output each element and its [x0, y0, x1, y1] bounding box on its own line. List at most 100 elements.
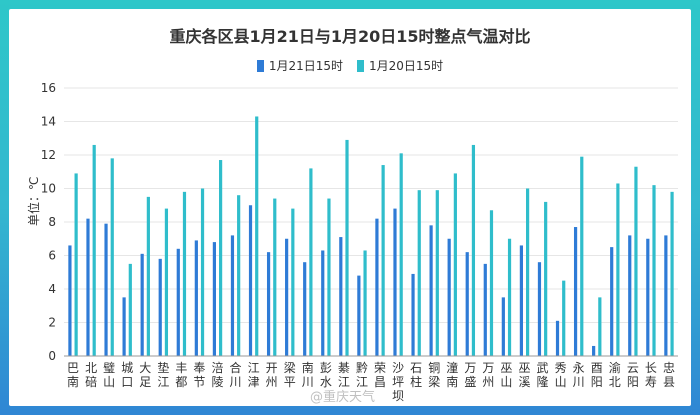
bar-series-1[interactable]: [321, 250, 325, 356]
bar-series-1[interactable]: [339, 237, 343, 356]
bar-series-1[interactable]: [555, 320, 560, 356]
bar-series-1[interactable]: [86, 218, 90, 356]
x-tick-label: 溪: [518, 375, 530, 389]
bar-series-1[interactable]: [176, 248, 180, 356]
bar-series-1[interactable]: [357, 275, 361, 356]
bar-series-1[interactable]: [429, 225, 433, 356]
x-tick-label: 阳: [627, 375, 639, 389]
bar-series-2[interactable]: [237, 195, 241, 356]
bar-series-2[interactable]: [110, 158, 114, 356]
bar-series-1[interactable]: [285, 238, 289, 356]
x-tick-label: 巴: [67, 361, 79, 375]
bar-series-1[interactable]: [158, 258, 162, 356]
x-tick-label: 沙: [392, 361, 404, 375]
x-tick-label: 潼: [446, 360, 458, 375]
x-tick-label: 梁: [428, 374, 440, 389]
bar-series-2[interactable]: [363, 250, 367, 356]
bar-series-2[interactable]: [616, 183, 620, 356]
bar-series-1[interactable]: [303, 262, 307, 356]
legend-item-series-1[interactable]: 1月21日15时: [256, 57, 343, 74]
bar-series-2[interactable]: [471, 144, 476, 356]
x-tick-label: 津: [248, 375, 260, 389]
bar-series-2[interactable]: [417, 190, 421, 356]
x-tick-label: 川: [230, 375, 242, 389]
bar-series-2[interactable]: [219, 160, 223, 356]
bar-series-2[interactable]: [164, 208, 169, 356]
bar-series-2[interactable]: [598, 297, 602, 356]
bar-series-2[interactable]: [273, 198, 277, 356]
bar-series-2[interactable]: [381, 165, 385, 356]
x-tick-label: 石: [410, 361, 422, 375]
x-tick-label: 平: [284, 375, 296, 389]
bar-series-2[interactable]: [255, 116, 259, 356]
bar-series-1[interactable]: [122, 297, 126, 356]
x-tick-label: 江: [248, 361, 260, 375]
bar-series-1[interactable]: [194, 240, 198, 356]
bar-series-1[interactable]: [411, 273, 415, 356]
x-tick-label: 铜: [428, 360, 440, 375]
bar-series-2[interactable]: [74, 173, 78, 356]
bar-series-1[interactable]: [483, 263, 487, 356]
bar-series-1[interactable]: [610, 247, 614, 356]
bar-series-1[interactable]: [447, 238, 451, 356]
bar-series-2[interactable]: [507, 238, 512, 356]
x-tick-label: 江: [157, 375, 169, 389]
bar-series-1[interactable]: [664, 235, 668, 356]
bar-series-2[interactable]: [200, 188, 205, 357]
bar-series-1[interactable]: [140, 253, 144, 356]
legend-label-series-1: 1月21日15时: [268, 59, 343, 73]
x-tick-label: 巫: [500, 361, 512, 375]
bar-series-2[interactable]: [345, 139, 349, 356]
bar-series-1[interactable]: [501, 297, 505, 356]
y-tick-label: 14: [41, 115, 56, 129]
bar-series-2[interactable]: [435, 190, 439, 356]
bar-series-1[interactable]: [248, 205, 253, 356]
bar-series-1[interactable]: [592, 345, 596, 356]
bar-series-2[interactable]: [562, 280, 566, 356]
bar-series-1[interactable]: [266, 252, 271, 356]
bar-series-2[interactable]: [544, 201, 548, 356]
bar-series-2[interactable]: [92, 144, 96, 356]
bar-series-1[interactable]: [104, 223, 108, 356]
bar-series-2[interactable]: [146, 196, 150, 356]
bar-series-1[interactable]: [393, 208, 397, 356]
y-tick-label: 0: [48, 349, 56, 363]
x-tick-label: 水: [320, 375, 332, 389]
bar-series-2[interactable]: [399, 153, 403, 356]
x-tick-label: 州: [482, 375, 494, 389]
bar-series-2[interactable]: [489, 210, 494, 356]
bar-series-2[interactable]: [453, 173, 457, 356]
bar-series-1[interactable]: [68, 245, 72, 356]
x-tick-label: 涪: [211, 360, 223, 375]
x-tick-label: 北: [609, 375, 621, 389]
bar-series-2[interactable]: [309, 168, 313, 356]
x-tick-label: 北: [85, 361, 97, 375]
bar-series-1[interactable]: [375, 218, 379, 356]
x-tick-label: 盛: [464, 374, 476, 389]
legend: 1月21日15时 1月20日15时: [9, 57, 691, 74]
x-tick-label: 州: [266, 375, 278, 389]
bar-series-2[interactable]: [634, 166, 638, 356]
legend-item-series-2[interactable]: 1月20日15时: [357, 57, 443, 74]
bar-series-2[interactable]: [182, 191, 187, 356]
bar-series-2[interactable]: [670, 191, 674, 356]
bar-series-2[interactable]: [128, 263, 132, 356]
bar-series-1[interactable]: [628, 235, 632, 356]
x-tick-label: 山: [555, 375, 567, 389]
bar-series-1[interactable]: [537, 262, 542, 356]
bar-series-1[interactable]: [465, 252, 469, 356]
bar-series-1[interactable]: [573, 227, 578, 356]
bar-series-2[interactable]: [291, 208, 295, 356]
bar-series-1[interactable]: [212, 242, 216, 356]
y-tick-label: 12: [41, 148, 56, 162]
bar-series-2[interactable]: [327, 198, 331, 356]
bar-series-1[interactable]: [519, 245, 523, 356]
bar-series-2[interactable]: [580, 156, 584, 356]
bar-series-1[interactable]: [646, 238, 650, 356]
bar-series-1[interactable]: [230, 235, 235, 356]
bar-series-2[interactable]: [652, 185, 656, 356]
x-tick-label: 合: [230, 360, 242, 375]
bar-series-2[interactable]: [526, 188, 530, 357]
